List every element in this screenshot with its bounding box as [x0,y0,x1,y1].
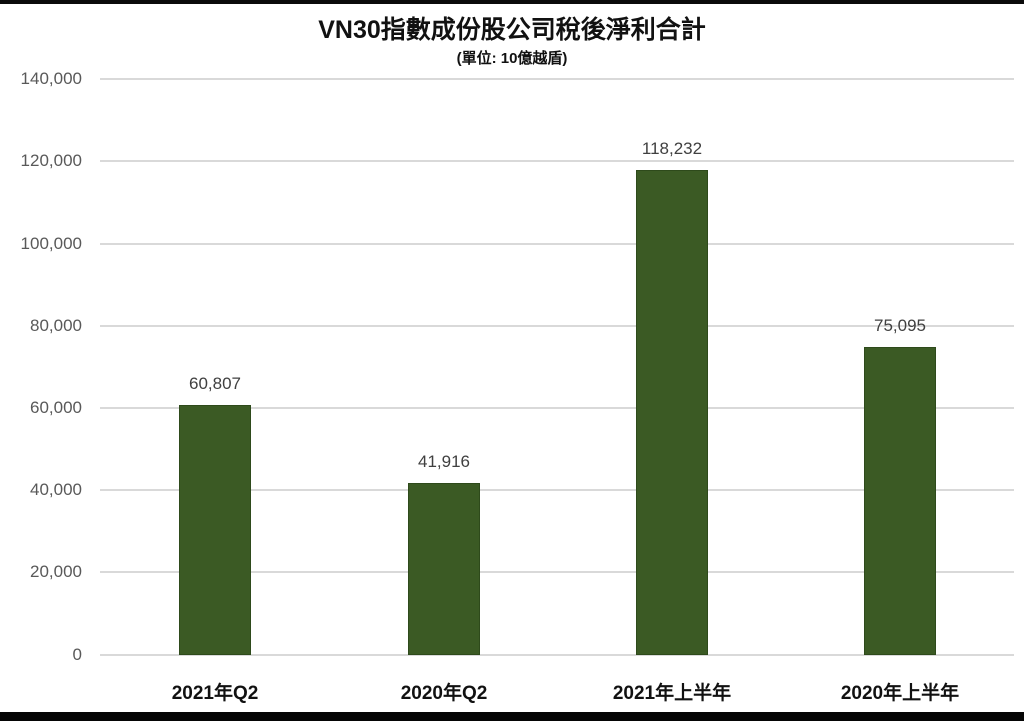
x-tick-label: 2021年Q2 [171,683,259,704]
y-tick-label: 140,000 [20,69,82,88]
bar-2020-q2 [408,483,480,655]
gridline-0 [100,654,1014,656]
gridline-40000 [100,489,1014,491]
y-tick-label: 0 [72,645,82,664]
x-tick-label: 2021年上半年 [612,683,732,704]
y-tick-label: 120,000 [20,151,82,170]
gridline-120000 [100,160,1014,162]
gridline-140000 [100,78,1014,80]
top-border [0,0,1024,4]
bar-value-label: 60,807 [189,374,241,393]
chart-subtitle: (單位: 10億越盾) [456,50,568,67]
y-tick-label: 40,000 [30,480,82,499]
y-tick-label: 80,000 [30,316,82,335]
y-tick-label: 100,000 [20,234,82,253]
bar-2021-q2 [179,405,251,655]
bar-value-label: 75,095 [874,316,926,335]
bar-value-label: 118,232 [641,139,703,158]
gridline-20000 [100,571,1014,573]
x-tick-label: 2020年上半年 [840,683,960,704]
x-tick-label: 2020年Q2 [400,683,488,704]
y-tick-label: 60,000 [30,398,82,417]
bottom-border [0,712,1024,721]
y-tick-label: 20,000 [30,562,82,581]
gridline-60000 [100,407,1014,409]
bar-2020-h1 [864,347,936,655]
bar-value-label: 41,916 [418,452,470,471]
gridline-80000 [100,325,1014,327]
chart-title: VN30指數成份股公司稅後淨利合計 [318,16,706,44]
gridline-100000 [100,243,1014,245]
bar-2021-h1 [636,170,708,655]
